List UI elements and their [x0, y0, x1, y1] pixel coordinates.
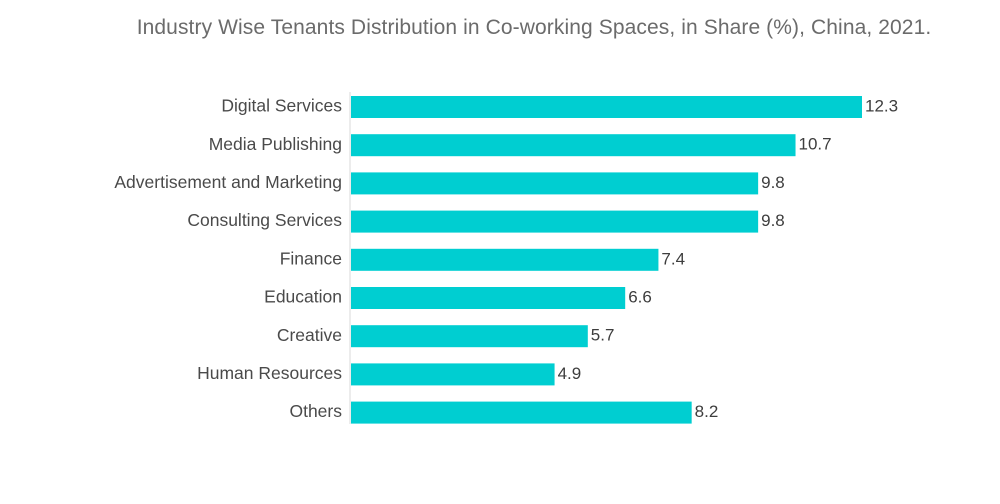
bar-advertisement-and-marketing: [351, 172, 759, 195]
category-label-human-resources: Human Resources: [197, 363, 342, 383]
bar-human-resources: [351, 363, 555, 386]
value-label-media-publishing: 10.7: [799, 135, 832, 154]
value-label-digital-services: 12.3: [865, 96, 898, 115]
category-label-education: Education: [264, 287, 342, 307]
bar-media-publishing: [351, 134, 796, 157]
category-label-digital-services: Digital Services: [221, 96, 342, 116]
value-label-human-resources: 4.9: [558, 364, 582, 383]
category-label-finance: Finance: [280, 248, 342, 268]
bar-others: [351, 401, 692, 424]
value-label-advertisement-and-marketing: 9.8: [761, 173, 785, 192]
bar-education: [351, 287, 626, 309]
category-label-others: Others: [289, 401, 342, 421]
bar-digital-services: [351, 96, 862, 118]
value-label-finance: 7.4: [661, 249, 685, 268]
category-label-advertisement-and-marketing: Advertisement and Marketing: [114, 172, 342, 192]
bar-finance: [351, 248, 659, 271]
category-label-media-publishing: Media Publishing: [209, 134, 342, 154]
category-label-creative: Creative: [277, 325, 342, 345]
value-label-consulting-services: 9.8: [761, 211, 785, 230]
value-label-others: 8.2: [695, 402, 719, 421]
value-label-education: 6.6: [628, 287, 652, 306]
bar-consulting-services: [351, 210, 759, 233]
bar-creative: [351, 325, 588, 348]
chart-title: Industry Wise Tenants Distribution in Co…: [136, 16, 932, 39]
value-label-creative: 5.7: [591, 326, 615, 345]
category-label-consulting-services: Consulting Services: [187, 210, 342, 230]
